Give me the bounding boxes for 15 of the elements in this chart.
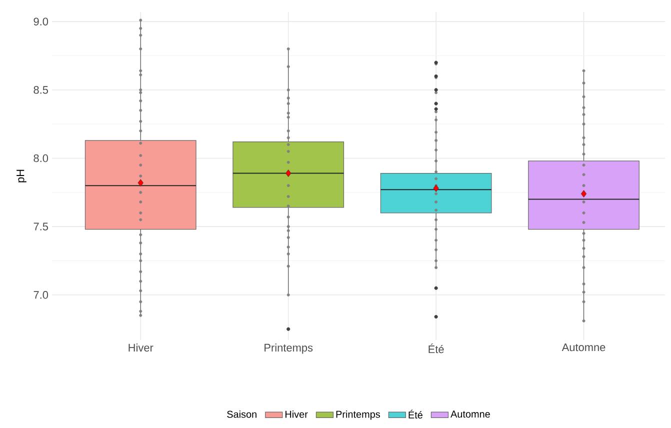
y-tick-label: 9.0 bbox=[34, 18, 48, 26]
y-tick-label: 8.0 bbox=[34, 154, 48, 162]
y-axis-title: pH bbox=[16, 170, 26, 182]
legend-label: Automne bbox=[450, 410, 490, 418]
x-tick-label: Hiver bbox=[128, 344, 154, 352]
legend-label: Printemps bbox=[336, 410, 380, 420]
x-tick-label: Automne bbox=[562, 344, 606, 352]
y-tick-label: 7.5 bbox=[34, 222, 48, 230]
x-tick-label: Été bbox=[428, 344, 444, 354]
legend-label: Hiver bbox=[285, 410, 308, 418]
y-tick-label: 7.0 bbox=[34, 291, 48, 299]
x-tick-label: Printemps bbox=[264, 344, 313, 354]
legend-label: Été bbox=[408, 410, 422, 419]
legend-title: Saison bbox=[227, 410, 256, 418]
y-tick-label: 8.5 bbox=[34, 86, 48, 94]
